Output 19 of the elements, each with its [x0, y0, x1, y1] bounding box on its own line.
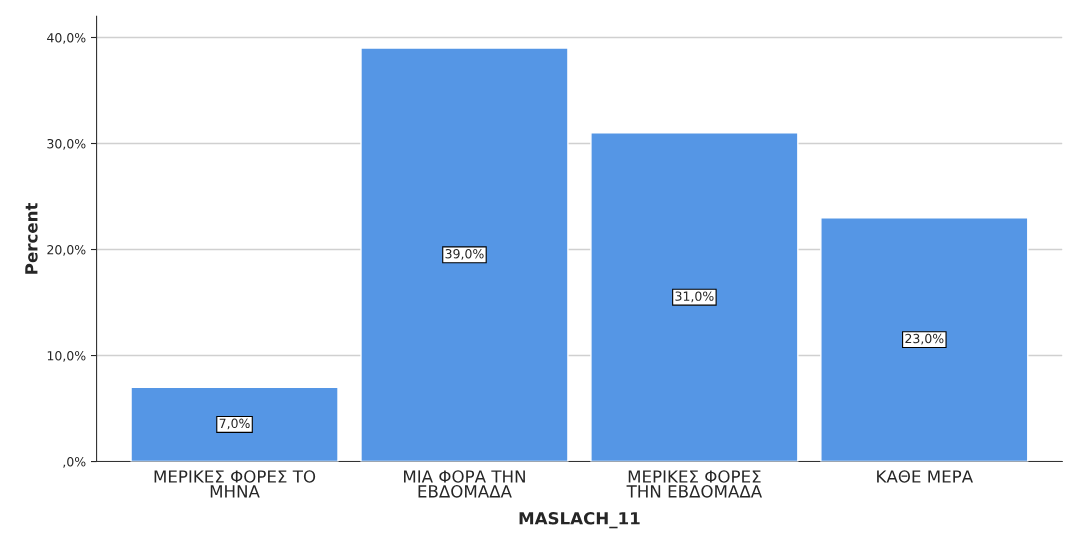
- y-tick-label: ,0%: [63, 457, 86, 468]
- y-tick-label: 10,0%: [47, 351, 86, 362]
- x-tick-label: ΜΙΑ ΦΟΡΑ ΤΗΝ ΕΒΔΟΜΑΔΑ: [404, 470, 525, 498]
- bar: [820, 217, 1029, 462]
- y-axis-title: Percent: [25, 202, 38, 274]
- data-label: 23,0%: [905, 333, 944, 345]
- bar: [590, 132, 799, 462]
- y-tick-label: 30,0%: [47, 138, 86, 150]
- data-label: 31,0%: [675, 291, 714, 303]
- x-tick-label: ΚΑΘΕ ΜΕΡΑ: [877, 470, 973, 483]
- data-label: 7,0%: [219, 418, 250, 430]
- data-label: 39,0%: [445, 248, 484, 260]
- bar: [130, 386, 339, 462]
- x-tick-label: ΜΕΡΙΚΕΣ ΦΟΡΕΣ ΤΗΝ ΕΒΔΟΜΑΔΑ: [626, 470, 763, 498]
- y-tick-label: 20,0%: [47, 244, 86, 256]
- x-tick-label: ΜΕΡΙΚΕΣ ΦΟΡΕΣ ΤΟ ΜΗΝΑ: [154, 470, 316, 498]
- x-axis-title: MASLACH_11: [519, 511, 640, 529]
- bar: [360, 47, 569, 462]
- y-tick-label: 40,0%: [47, 32, 86, 44]
